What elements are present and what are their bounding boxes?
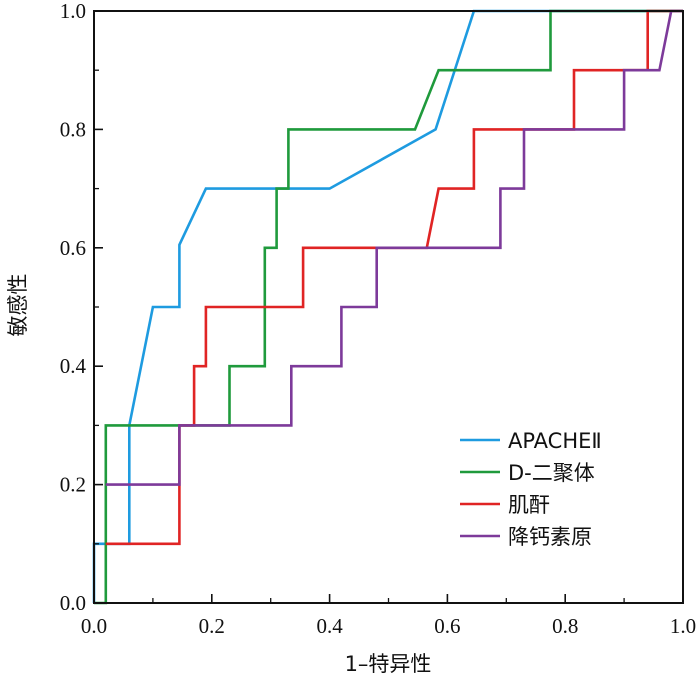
x-tick-label: 1.0 [670, 614, 696, 638]
x-axis-label: 1–特异性 [345, 652, 432, 676]
roc-curves [92, 9, 683, 605]
legend-label-4: 降钙素原 [508, 525, 592, 549]
y-tick-label: 0.4 [60, 354, 87, 378]
y-tick-label: 0.6 [60, 236, 86, 260]
y-axis-label: 敏感性 [6, 274, 30, 337]
series-line-3 [105, 9, 683, 546]
x-tick-label: 0.6 [434, 614, 460, 638]
series-line-4 [105, 9, 683, 486]
y-tick-label: 0.2 [60, 473, 86, 497]
series-line-2 [94, 9, 683, 605]
legend-label-3: 肌酐 [508, 493, 550, 517]
y-tick-label: 0.0 [60, 591, 86, 615]
legend-label-2: D-二聚体 [508, 461, 595, 485]
legend-label-1: APACHEⅡ [508, 429, 602, 453]
x-tick-label: 0.2 [199, 614, 225, 638]
plot-frame [93, 10, 684, 604]
y-tick-label: 0.8 [60, 117, 86, 141]
y-tick-label: 1.0 [60, 0, 86, 23]
axes: 0.00.0 0.2 0.2 0.4 0.4 0.6 0.6 0.8 0.8 1.0 1.0 [60, 0, 696, 638]
x-tick-label: 0.0 [81, 614, 107, 638]
series-line-1 [92, 9, 683, 603]
x-tick-label: 0.8 [552, 614, 578, 638]
x-tick-label: 0.4 [316, 614, 343, 638]
